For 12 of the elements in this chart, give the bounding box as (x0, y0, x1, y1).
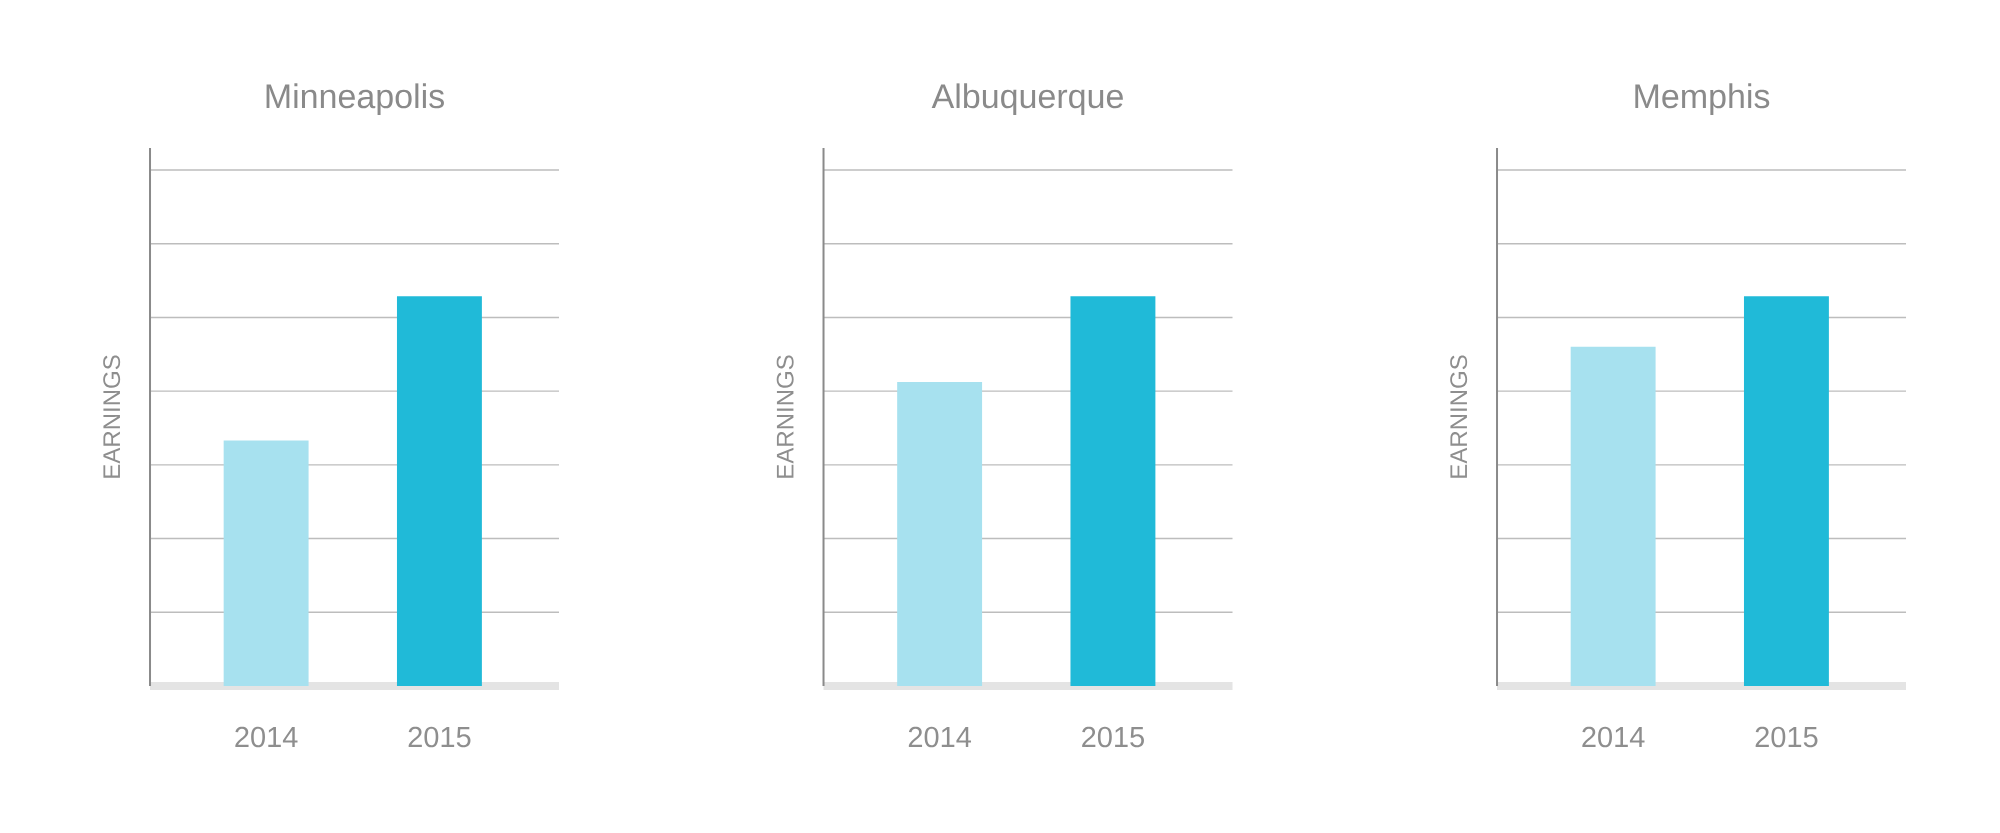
x-tick-label: 2015 (1755, 726, 1818, 748)
x-tick-label: 2014 (908, 726, 972, 748)
chart-title: Minneapolis (266, 83, 444, 116)
x-tick-label: 2014 (1582, 726, 1645, 748)
x-tick-label: 2015 (1082, 726, 1144, 748)
y-axis-title: EARNINGS (103, 355, 121, 478)
chart-title: Albuquerque (931, 83, 1123, 116)
x-tick-label: 2015 (408, 726, 471, 748)
y-axis-title: EARNINGS (1450, 355, 1468, 478)
y-axis-title: EARNINGS (776, 355, 794, 478)
chart-title: Memphis (1635, 83, 1770, 116)
x-tick-label: 2014 (235, 726, 298, 748)
